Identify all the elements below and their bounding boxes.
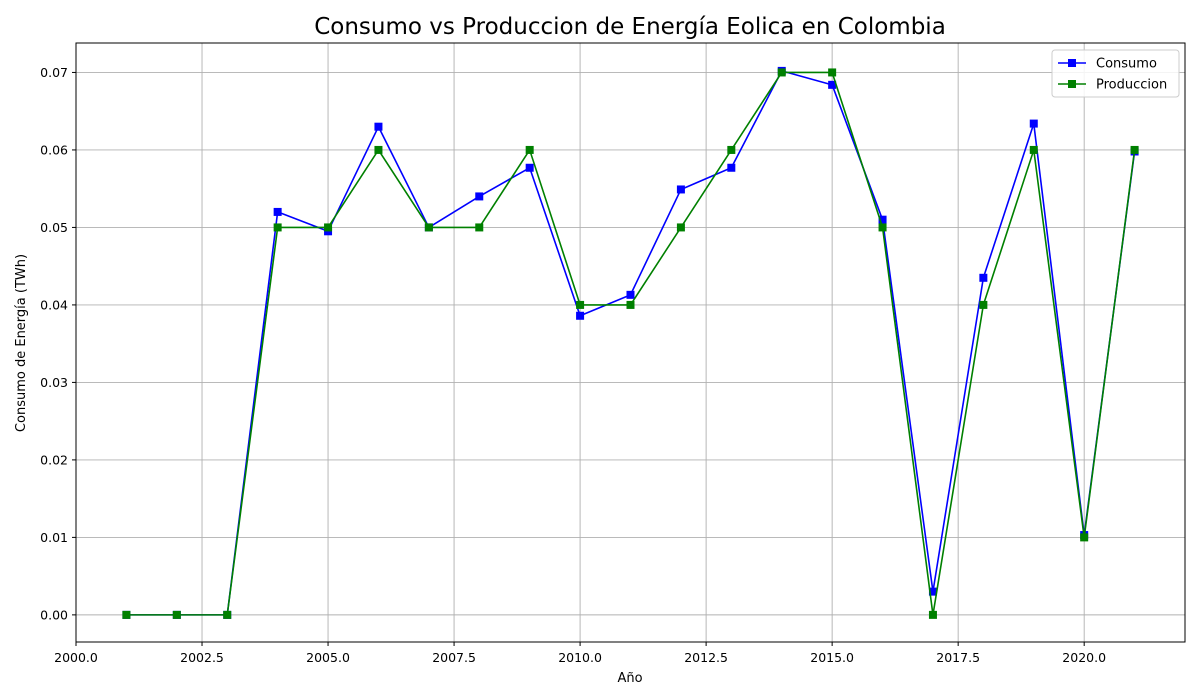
data-point-produccion [273,223,282,232]
data-point-produccion [424,223,433,232]
data-point-consumo [525,163,534,172]
plot-frame [75,42,1186,643]
y-tick-label: 0.05 [40,220,68,235]
data-point-produccion [525,145,534,154]
data-point-produccion [626,300,635,309]
data-point-produccion [727,145,736,154]
series-line-consumo [126,70,1136,616]
x-tick-label: 2000.0 [54,650,98,665]
legend-box [1051,49,1180,98]
data-point-produccion [777,68,786,77]
x-tick-label: 2017.5 [936,650,980,665]
data-point-produccion [1130,145,1139,154]
x-tick-label: 2007.5 [432,650,476,665]
data-point-produccion [223,610,232,619]
data-point-produccion [374,145,383,154]
legend-item-produccion: Produccion [1058,78,1167,93]
x-tick-label: 2005.0 [306,650,350,665]
legend: Consumo Produccion [1051,49,1180,98]
x-axis-label: Año [617,671,642,686]
x-axis-ticks: 2000.0 2002.5 2005.0 2007.5 2010.0 2012.5 2015… [54,642,1106,665]
data-point-produccion [1080,533,1089,542]
y-tick-label: 0.02 [40,452,68,467]
legend-item-consumo: Consumo [1058,57,1157,72]
grid-lines [75,43,1185,642]
y-tick-label: 0.03 [40,375,68,390]
y-tick-label: 0.04 [40,297,68,312]
legend-marker-produccion [1068,80,1076,88]
data-point-produccion [676,223,685,232]
data-point-produccion [1029,145,1038,154]
data-point-produccion [172,610,181,619]
data-point-produccion [828,68,837,77]
series-line-produccion [126,71,1136,616]
x-tick-label: 2015.0 [810,650,854,665]
data-point-consumo [878,215,887,224]
x-tick-label: 2020.0 [1062,650,1106,665]
data-point-produccion [475,223,484,232]
data-point-produccion [878,223,887,232]
legend-marker-consumo [1068,59,1076,67]
data-point-consumo [828,80,837,89]
y-tick-label: 0.01 [40,530,68,545]
y-axis-label: Consumo de Energía (TWh) [14,254,29,432]
data-point-produccion [324,223,333,232]
data-point-consumo [626,290,635,299]
x-tick-label: 2012.5 [684,650,728,665]
series-layer [122,66,1139,619]
data-point-produccion [122,610,131,619]
data-point-produccion [979,300,988,309]
chart-title: Consumo vs Produccion de Energía Eolica … [314,14,946,40]
data-point-consumo [475,192,484,201]
data-point-consumo [979,273,988,282]
data-point-consumo [727,163,736,172]
data-point-consumo [1029,119,1038,128]
y-tick-label: 0.07 [40,65,68,80]
x-tick-label: 2010.0 [558,650,602,665]
y-tick-label: 0.06 [40,142,68,157]
data-point-consumo [576,311,585,320]
series-produccion [122,68,1139,619]
data-point-consumo [928,587,937,596]
data-point-consumo [374,122,383,131]
y-axis-ticks: 0.00 0.01 0.02 0.03 0.04 0.05 0.06 0.07 [40,65,76,622]
x-tick-label: 2002.5 [180,650,224,665]
legend-label-consumo: Consumo [1096,57,1157,72]
data-point-consumo [273,207,282,216]
legend-label-produccion: Produccion [1096,78,1167,93]
y-tick-label: 0.00 [40,607,68,622]
data-point-produccion [928,610,937,619]
data-point-consumo [676,185,685,194]
data-point-produccion [576,300,585,309]
